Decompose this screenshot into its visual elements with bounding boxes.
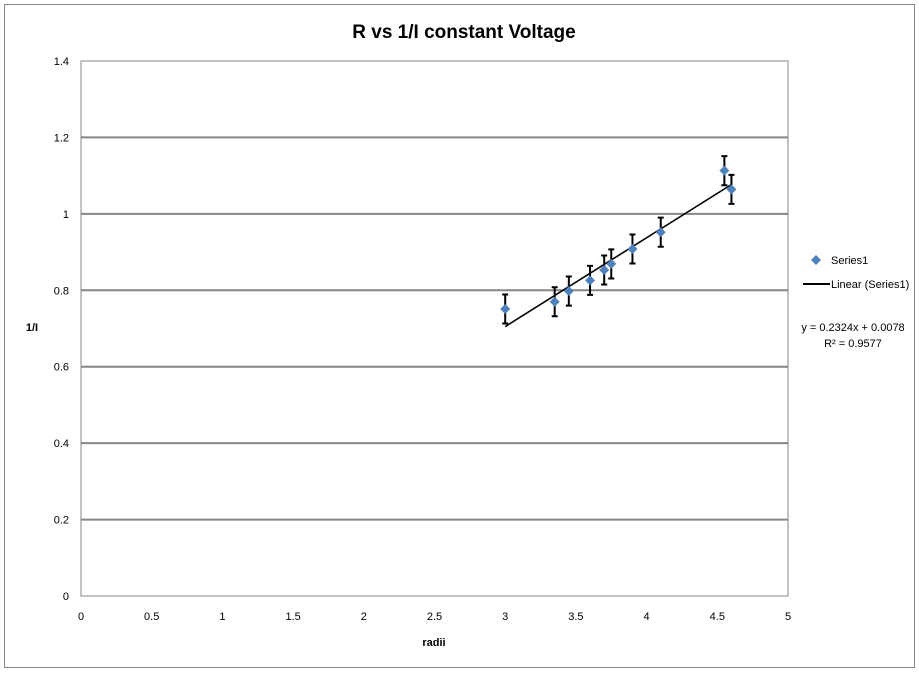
x-tick-label: 0.5	[144, 611, 159, 623]
data-point	[719, 165, 730, 176]
y-tick-label: 1.4	[54, 56, 69, 68]
x-tick-label: 1	[219, 611, 225, 623]
x-tick-label: 0	[78, 611, 84, 623]
data-point	[549, 296, 560, 307]
data-point	[655, 227, 666, 238]
data-point	[585, 275, 596, 286]
y-tick-label: 0.4	[54, 438, 69, 450]
x-tick-label: 3	[502, 611, 508, 623]
data-point	[599, 265, 610, 276]
y-axis-label: 1/I	[26, 322, 38, 334]
y-tick-label: 0.2	[54, 515, 69, 527]
legend-series1-label: Series1	[831, 255, 868, 267]
y-tick-label: 0.6	[54, 362, 69, 374]
data-point	[726, 184, 737, 195]
x-tick-label: 4	[644, 611, 650, 623]
trendline	[504, 183, 732, 328]
x-tick-label: 3.5	[568, 611, 583, 623]
data-point	[500, 304, 511, 315]
chart-title: R vs 1/I constant Voltage	[352, 22, 575, 43]
legend: Series1 Linear (Series1)	[803, 255, 909, 291]
x-tick-label: 1.5	[285, 611, 300, 623]
data-point	[606, 258, 617, 269]
plot-area	[80, 60, 789, 597]
trendline-r-squared: R² = 0.9577	[824, 338, 882, 350]
legend-trendline-label: Linear (Series1)	[831, 279, 909, 291]
x-tick-label: 2.5	[427, 611, 442, 623]
y-tick-label: 0.8	[54, 285, 69, 297]
y-tick-label: 0	[63, 591, 69, 603]
legend-series1-marker	[811, 255, 821, 265]
data-point	[627, 244, 638, 255]
y-tick-label: 1	[63, 209, 69, 221]
x-tick-label: 5	[785, 611, 791, 623]
x-axis-label: radii	[422, 637, 445, 649]
trendline-equation: y = 0.2324x + 0.0078	[801, 322, 904, 334]
x-tick-label: 2	[361, 611, 367, 623]
data-point	[563, 286, 574, 297]
y-tick-label: 1.2	[54, 132, 69, 144]
chart-frame	[4, 4, 915, 668]
x-tick-label: 4.5	[710, 611, 725, 623]
